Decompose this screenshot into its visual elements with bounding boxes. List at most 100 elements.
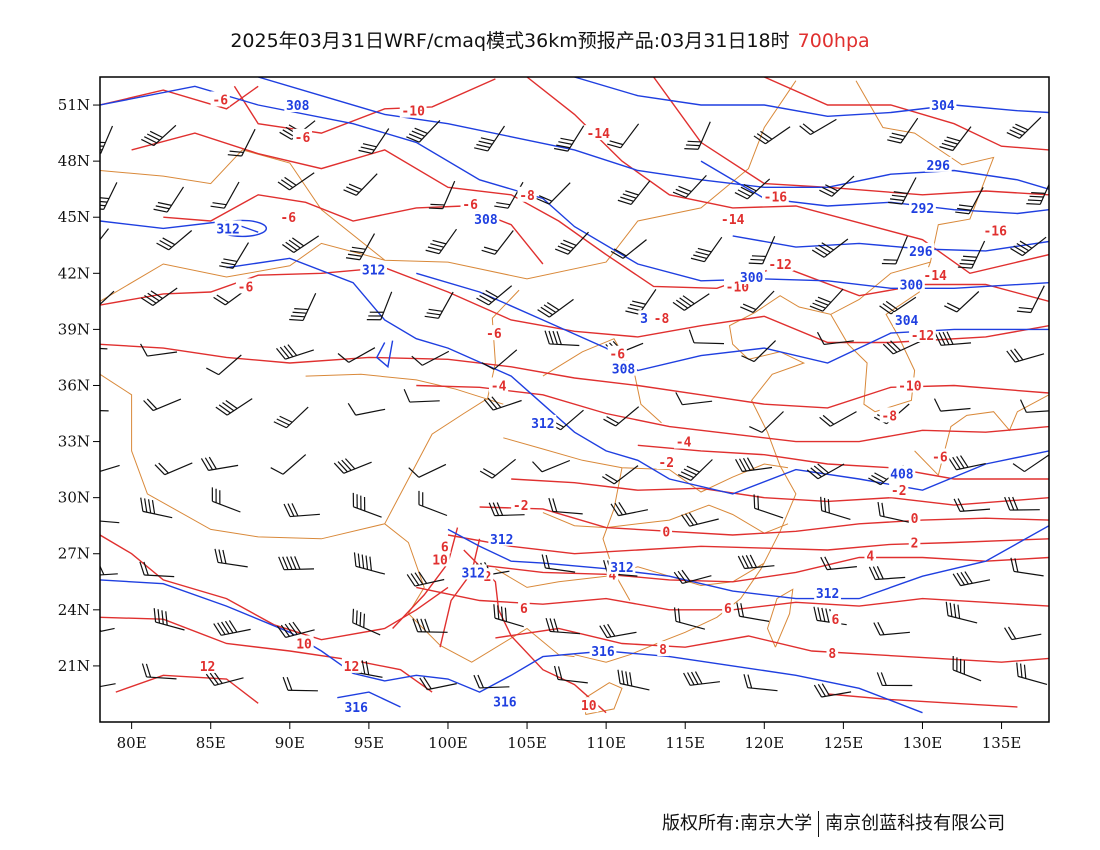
temperature-contour: [447, 534, 1049, 555]
wind-barb: [406, 571, 445, 587]
wind-barb: [554, 231, 589, 255]
wind-barb: [734, 178, 771, 200]
wind-barb: [273, 406, 309, 429]
wind-barb: [1019, 399, 1049, 413]
geopotential-contour: [226, 257, 1049, 495]
temperature-label: 6: [832, 613, 840, 628]
geopotential-label: 308: [474, 213, 498, 228]
temperature-contour: [416, 384, 1049, 443]
geopotential-contour: [447, 525, 1049, 600]
wind-barb: [493, 604, 524, 628]
temperature-label-bg: [722, 599, 734, 615]
temperature-label: 6: [441, 540, 449, 555]
temperature-label-bg: [278, 209, 298, 225]
temperature-label-bg: [656, 454, 676, 470]
wind-barb: [425, 228, 457, 255]
temperature-label-bg: [484, 325, 504, 341]
wind-barb: [483, 396, 522, 411]
temperature-label: -14: [586, 127, 610, 142]
geopotential-label-bg: [610, 360, 637, 376]
geopotential-label: 304: [931, 99, 955, 114]
temperature-label: 4: [609, 568, 617, 583]
wind-barb: [952, 655, 982, 682]
temperature-contour: [100, 534, 449, 641]
temperature-contour: [100, 343, 1049, 409]
wind-barb: [411, 350, 450, 366]
wind-barb: [100, 683, 116, 690]
wind-barb: [868, 566, 906, 581]
x-tick-label: 120E: [745, 734, 785, 752]
temperature-label-bg: [235, 278, 256, 294]
geopotential-label-bg: [924, 156, 952, 172]
wind-barb: [1012, 454, 1049, 473]
temperature-label: -4: [491, 379, 507, 394]
temperature-label: 12: [344, 660, 360, 675]
wind-barb: [607, 123, 640, 149]
wind-barb: [481, 349, 518, 370]
wind-barb: [215, 398, 253, 416]
temperature-label: -10: [898, 379, 922, 394]
temperature-label-bg: [399, 102, 427, 118]
temperature-label-bg: [981, 222, 1009, 238]
wind-barb: [1004, 626, 1042, 641]
temperature-label-bg: [584, 125, 612, 141]
x-tick-label: 80E: [117, 734, 147, 752]
y-tick-label: 45N: [58, 208, 90, 226]
temperature-label-bg: [197, 657, 218, 673]
temperature-contour: [637, 444, 1049, 480]
temperature-contour: [131, 132, 1049, 302]
geopotential-label: 312: [531, 417, 554, 432]
wind-barb: [210, 181, 240, 209]
geopotential-label: 312: [362, 264, 385, 279]
temperature-label-bg: [879, 407, 899, 423]
geopotential-label: 304: [895, 314, 919, 329]
y-tick-label: 51N: [58, 96, 90, 114]
wind-barbs: [100, 116, 1049, 698]
temperature-label: 2: [484, 570, 492, 585]
chart-title: 2025年03月31日WRF/cmaq模式36km预报产品:03月31日18时 7…: [0, 26, 1100, 53]
wind-barb: [743, 674, 778, 692]
wind-barb: [548, 497, 583, 515]
wind-barb: [1006, 116, 1042, 139]
temperature-label: 8: [828, 647, 836, 662]
wind-barb: [418, 490, 448, 517]
geopotential-contour: [732, 235, 1049, 252]
temperature-label-bg: [657, 641, 669, 657]
wind-barb: [358, 128, 390, 155]
wind-barb: [681, 512, 719, 527]
boundary-line: [100, 373, 575, 663]
geopotential-label-bg: [491, 693, 519, 709]
wind-barb: [100, 519, 120, 524]
temperature-label: -10: [401, 105, 425, 120]
wind-barb: [276, 344, 314, 360]
wind-barb: [139, 561, 175, 578]
boundary-line: [305, 373, 504, 405]
y-tick-label: 36N: [58, 376, 90, 394]
x-tick-label: 125E: [824, 734, 864, 752]
temperature-label-bg: [439, 538, 451, 554]
wind-barb: [153, 608, 185, 631]
temperature-label-bg: [517, 186, 537, 202]
wind-barb: [1016, 662, 1048, 685]
wind-barb: [205, 671, 244, 686]
wind-barb: [753, 126, 791, 145]
wind-barb: [100, 409, 109, 412]
wind-barb: [820, 556, 857, 571]
wind-barb: [488, 502, 525, 517]
wind-barb: [140, 287, 178, 307]
geopotential-label: 312: [216, 222, 239, 237]
geopotential-label: 296: [909, 245, 933, 260]
temperature-label-bg: [826, 644, 839, 660]
wind-barb: [140, 497, 173, 519]
temperature-label: -6: [212, 93, 228, 108]
y-tick-label: 48N: [58, 152, 90, 170]
wind-barb: [820, 496, 851, 520]
wind-barb: [343, 173, 378, 196]
geopotential-label-bg: [360, 261, 388, 277]
x-tick-label: 90E: [275, 734, 305, 752]
geopotential-label: 408: [890, 467, 914, 482]
temperature-label-bg: [660, 523, 673, 539]
temperature-label: 6: [724, 602, 732, 617]
temperature-label: -6: [295, 131, 311, 146]
wind-barb: [537, 298, 574, 318]
